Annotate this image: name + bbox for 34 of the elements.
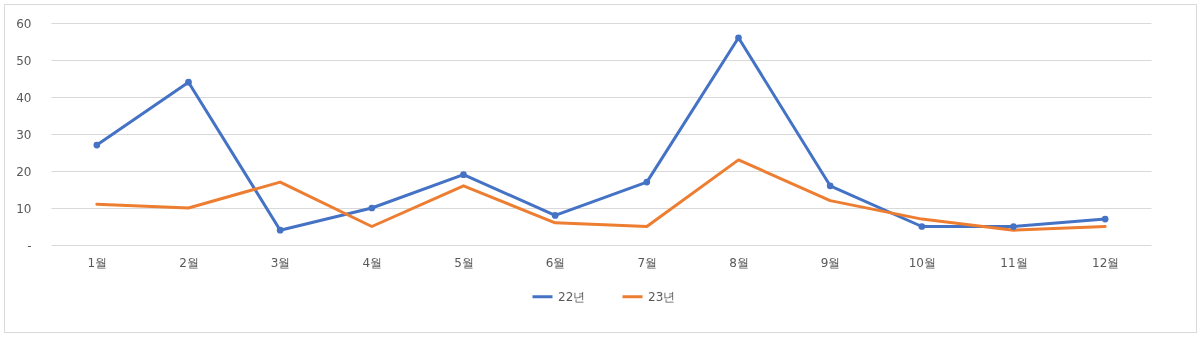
point: [368, 204, 376, 212]
x-tick-label: 9월: [820, 255, 841, 270]
legend-label: 23년: [648, 289, 676, 304]
point: [185, 78, 192, 86]
point: [93, 141, 101, 149]
point: [551, 212, 559, 219]
point: [643, 178, 651, 186]
point: [276, 226, 284, 234]
x-tick-label: 10월: [908, 255, 936, 270]
y-tick-label: 60: [16, 16, 32, 31]
y-tick-label: 40: [16, 90, 32, 105]
line-series: [95, 158, 1107, 232]
x-tick-label: 11월: [1000, 255, 1028, 270]
y-tick-label: 20: [16, 164, 32, 179]
point: [918, 223, 926, 230]
y-tick-label: 10: [16, 201, 32, 216]
point: [460, 171, 467, 179]
y-tick-label: 50: [16, 53, 32, 68]
legend-label: 22년: [558, 289, 586, 304]
point: [735, 34, 742, 42]
x-tick-label: 12월: [1092, 255, 1120, 270]
point: [1010, 223, 1017, 230]
x-tick-label: 7월: [637, 255, 658, 270]
y-tick-label: -: [27, 238, 32, 253]
x-tick-label: 1월: [87, 255, 108, 270]
x-tick-label: 4월: [362, 255, 383, 270]
point: [1101, 215, 1109, 223]
x-tick-label: 2월: [179, 255, 199, 270]
x-tick-label: 3월: [270, 255, 291, 270]
x-tick-label: 5월: [454, 255, 474, 270]
point: [826, 182, 834, 190]
y-tick-label: 30: [16, 127, 32, 142]
x-tick-label: 8월: [729, 255, 749, 270]
x-tick-label: 6월: [545, 255, 566, 270]
